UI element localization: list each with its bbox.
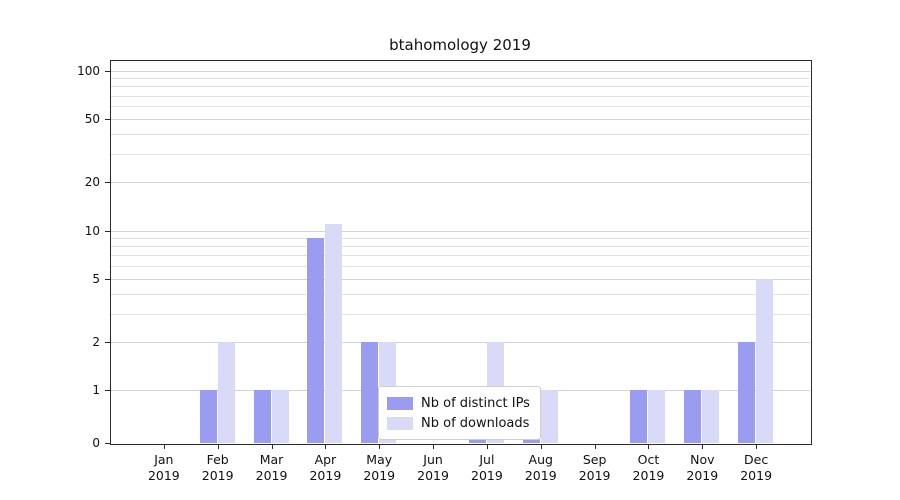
y-gridline — [110, 134, 810, 136]
bar-ips-mar — [253, 390, 271, 443]
y-gridline — [110, 71, 810, 72]
x-tick-label: Mar 2019 — [255, 452, 288, 483]
bar-downloads-dec — [756, 278, 774, 443]
x-tick-label: Aug 2019 — [524, 452, 557, 483]
y-gridline — [110, 78, 810, 80]
y-gridline — [110, 245, 810, 247]
x-tick-label: Apr 2019 — [309, 452, 342, 483]
x-tick-label: Oct 2019 — [632, 452, 665, 483]
bar-downloads-mar — [271, 390, 289, 443]
bar-ips-apr — [307, 237, 325, 443]
legend-label-1: Nb of downloads — [421, 415, 530, 431]
bar-downloads-apr — [325, 223, 343, 443]
y-gridline — [110, 106, 810, 108]
y-tick-label: 5 — [92, 271, 100, 286]
x-tick-label: Feb 2019 — [201, 452, 234, 483]
bar-downloads-aug — [540, 390, 558, 443]
x-tick — [217, 444, 219, 449]
legend-label-0: Nb of distinct IPs — [421, 395, 530, 411]
y-tick — [105, 119, 110, 120]
x-tick-label: Jun 2019 — [417, 452, 449, 483]
bar-downloads-nov — [702, 390, 720, 443]
legend-item-downloads: Nb of downloads — [387, 413, 530, 433]
y-tick — [105, 182, 110, 184]
y-gridline — [110, 119, 810, 120]
y-gridline — [110, 95, 810, 97]
x-tick-label: May 2019 — [363, 452, 396, 483]
y-gridline — [110, 86, 810, 88]
y-gridline — [110, 278, 810, 280]
x-tick — [433, 444, 435, 449]
legend-item-distinct-ips: Nb of distinct IPs — [387, 393, 530, 413]
x-tick-label: Nov 2019 — [686, 452, 719, 483]
x-tick — [594, 444, 596, 449]
x-tick — [325, 444, 327, 449]
y-tick-label: 10 — [84, 223, 100, 238]
legend: Nb of distinct IPs Nb of downloads — [378, 386, 541, 440]
y-tick — [105, 443, 110, 444]
bar-ips-oct — [630, 390, 648, 443]
bar-downloads-feb — [217, 341, 235, 443]
bar-ips-nov — [684, 390, 702, 443]
y-gridline — [110, 237, 810, 239]
x-tick — [540, 444, 542, 449]
y-tick-label: 50 — [84, 112, 100, 126]
y-tick-label: 2 — [92, 334, 100, 349]
x-tick — [379, 444, 381, 449]
y-gridline — [110, 265, 810, 267]
y-gridline — [110, 230, 810, 232]
x-tick-label: Sep 2019 — [578, 452, 611, 483]
y-gridline — [110, 293, 810, 295]
bar-ips-feb — [199, 390, 217, 443]
chart-title: btahomology 2019 — [389, 36, 531, 54]
y-tick-label: 100 — [77, 64, 100, 78]
x-tick — [486, 444, 488, 449]
y-gridline — [110, 341, 810, 343]
y-gridline — [110, 313, 810, 315]
bar-ips-may — [361, 341, 379, 443]
y-tick-label: 0 — [92, 436, 100, 450]
y-tick — [105, 278, 110, 280]
x-tick-label: Dec 2019 — [740, 452, 773, 483]
y-gridline — [110, 182, 810, 184]
legend-swatch-1 — [387, 416, 413, 430]
x-tick — [648, 444, 650, 449]
y-tick — [105, 71, 110, 72]
y-tick — [105, 230, 110, 232]
y-gridline — [110, 154, 810, 156]
x-tick — [756, 444, 758, 449]
x-tick-label: Jan 2019 — [147, 452, 180, 483]
bar-downloads-oct — [648, 390, 666, 443]
x-tick — [271, 444, 273, 449]
y-tick-label: 20 — [84, 175, 100, 190]
y-tick — [105, 390, 110, 391]
y-tick-label: 1 — [92, 383, 100, 397]
x-tick — [702, 444, 704, 449]
legend-swatch-0 — [387, 396, 413, 410]
x-tick-label: Jul 2019 — [471, 452, 503, 483]
y-gridline — [110, 255, 810, 257]
x-tick — [163, 444, 165, 449]
y-tick — [105, 341, 110, 343]
bar-ips-dec — [738, 341, 756, 443]
